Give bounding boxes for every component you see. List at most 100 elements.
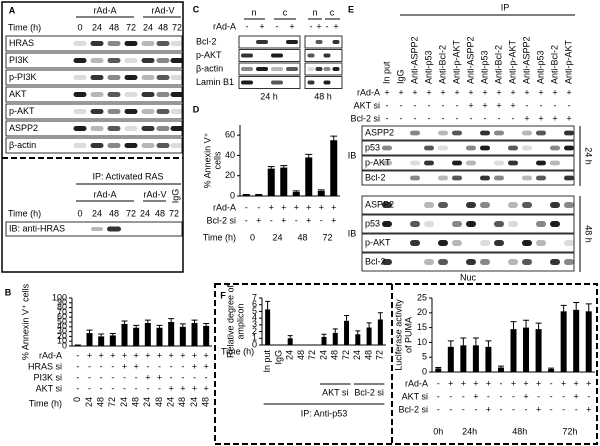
condition-sign: + [523,391,528,401]
condition-sign: + [169,383,174,393]
bar [548,369,555,372]
column-label: Anti-ASPP2 [521,36,531,84]
condition-sign: + [440,87,445,97]
blot-band [424,145,434,151]
panel-label: E [348,4,354,14]
y-tick-label: 60 [225,130,235,140]
blot-band [323,67,331,71]
condition-sign: + [134,361,139,371]
blot-band [124,143,138,148]
bar [156,327,163,346]
condition-sign: - [437,404,440,414]
blot-row [304,76,343,89]
y-axis-label: cells [212,151,222,170]
condition-sign: + [319,202,324,212]
bar [523,327,530,372]
blot-row-label: β-actin [196,63,223,73]
condition-sign: - [437,378,440,388]
blot-row [238,49,301,62]
y-tick-label: 40 [225,150,235,160]
error-bar [344,314,350,321]
blot-band [90,92,104,97]
blot-band [410,130,420,136]
condition-sign: - [449,404,452,414]
condition-sign: - [400,113,403,123]
condition-sign: - [88,372,91,382]
condition-sign: + [482,87,487,97]
blot-band [107,41,121,46]
condition-sign: - [575,404,578,414]
condition-sign: + [99,350,104,360]
blot-band [90,41,104,46]
blot-band [410,175,420,181]
time-value: 72 [169,208,179,218]
condition-sign: - [111,361,114,371]
time-value: 48 [158,22,168,32]
time-value: 48 [154,397,164,407]
condition-sign: - [428,100,431,110]
time-value: 24 [119,397,129,407]
condition-sign: - [554,100,557,110]
blot-row-label: ASPP2 [9,123,38,133]
blot-band [536,221,546,227]
bar [447,346,454,372]
condition-sign: - [449,391,452,401]
bar [133,327,140,346]
condition-sign: - [414,113,417,123]
condition-sign: - [245,215,248,225]
condition-sign: - [326,21,329,31]
blot-band [536,160,546,166]
condition-sign: + [204,361,209,371]
blot-row [5,69,183,86]
blot-band [124,75,138,80]
ib-label: IB [348,228,357,238]
blot-band [508,160,518,166]
blot-band [170,58,184,63]
blot-band [550,202,560,208]
y-tick-label: 4 [252,313,257,323]
condition-label: rAd-A [213,21,236,31]
blot-band [141,126,155,131]
condition-sign: - [537,391,540,401]
condition-sign: + [566,113,571,123]
blot-band [156,143,170,148]
blot-band [156,92,170,97]
condition-sign: + [486,404,491,414]
bar [332,332,338,345]
condition-sign: - [270,215,273,225]
condition-sign: + [454,87,459,97]
condition-label: AKT si [402,391,428,401]
time-value: 48 [177,397,187,407]
y-axis-label: % Annexin V⁺ cells [20,283,30,360]
error-bar [179,323,186,327]
blot-band [410,240,420,246]
condition-sign: - [442,100,445,110]
panel-f-frame [214,283,598,445]
condition-sign: + [192,383,197,393]
error-bar [280,165,288,168]
bar [535,329,542,372]
blot-row-label: Lamin B1 [196,77,234,87]
bar [472,345,479,372]
blot-band [241,80,253,85]
blot-band [141,75,155,80]
blot-row-label: ASPP2 [365,199,394,209]
column-label: Anti-p-AKT [507,39,517,84]
condition-sign: - [562,404,565,414]
condition-sign: - [158,361,161,371]
column-label: Anti-p53 [535,50,545,84]
blot-band [382,145,392,151]
fraction-label: c [330,7,335,17]
blot-band [271,80,283,85]
condition-sign: + [426,87,431,97]
condition-sign: + [87,350,92,360]
condition-sign: - [470,113,473,123]
error-bar [560,304,567,312]
condition-sign: + [169,350,174,360]
y-tick-label: 1 [252,333,257,343]
condition-sign: - [550,391,553,401]
blot-band [382,259,392,265]
condition-sign: + [536,378,541,388]
blot-band [271,67,283,71]
blot-band [438,240,448,246]
